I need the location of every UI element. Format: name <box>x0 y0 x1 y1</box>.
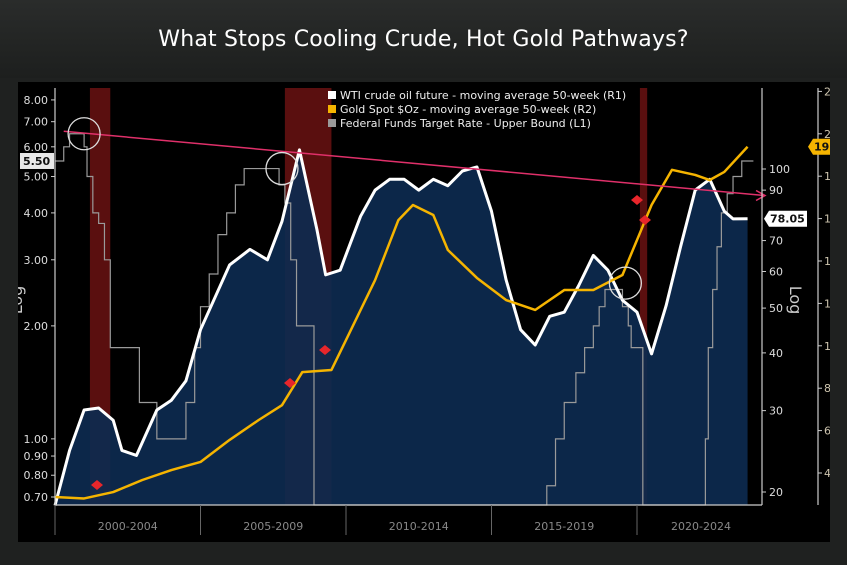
legend-label: WTI crude oil future - moving average 50… <box>340 89 626 102</box>
r1-tick-label: 50 <box>769 302 783 315</box>
r1-tick-label: 90 <box>769 184 783 197</box>
left-tick-label: 2.00 <box>24 320 49 333</box>
fed-last-badge-bg <box>20 152 54 169</box>
gold-line <box>54 145 749 500</box>
x-tick-label: 2000-2004 <box>98 520 158 533</box>
highlight-circle <box>67 117 101 151</box>
r2-tick-label: 1800 <box>824 170 830 183</box>
left-tick-label: 0.80 <box>24 469 49 482</box>
r1-tick-label: 60 <box>769 266 783 279</box>
chart-panel: 0.70 0.80 0.90 1.00 2.00 3.00 4.00 5.00 6.00 7.00… <box>7 82 847 542</box>
event-marker-icon <box>631 195 643 205</box>
gold-last-badge: 1939 <box>814 141 830 154</box>
recession-band <box>639 88 648 505</box>
event-marker-icon <box>284 378 296 388</box>
right-axis-label: Log <box>786 286 805 315</box>
r2-tick-label: 400 <box>824 467 830 480</box>
r2-tick-label: 1200 <box>824 297 830 310</box>
x-tick-label: 2015-2019 <box>534 520 594 533</box>
highlight-circle <box>265 151 299 186</box>
left-tick-label: 8.00 <box>24 94 49 107</box>
r2-tick-label: 800 <box>824 382 830 395</box>
recession-band <box>89 88 111 505</box>
r2-tick-label: 1600 <box>824 213 830 226</box>
left-tick-label: 3.00 <box>24 254 49 267</box>
wti-last-badge: 78.05 <box>770 213 805 226</box>
chart-svg: 0.70 0.80 0.90 1.00 2.00 3.00 4.00 5.00 6.00 7.00… <box>7 85 847 535</box>
chart-title: What Stops Cooling Crude, Hot Gold Pathw… <box>158 26 689 52</box>
trend-line <box>63 130 766 197</box>
legend-label: Federal Funds Target Rate - Upper Bound … <box>340 117 591 130</box>
left-tick-label: 0.90 <box>24 450 49 463</box>
event-marker-icon <box>639 215 651 225</box>
left-tick-label: 5.00 <box>24 171 49 184</box>
r1-tick-label: 70 <box>769 235 783 248</box>
x-tick-label: 2010-2014 <box>389 520 449 533</box>
r2-tick-label: 600 <box>824 425 830 438</box>
r2-tick-label: 1000 <box>824 340 830 353</box>
x-tick-label: 2005-2009 <box>243 520 303 533</box>
r1-tick-label: 30 <box>769 405 783 418</box>
trend-arrow-icon <box>755 189 767 202</box>
wti-line <box>53 148 748 506</box>
left-tick-label: 4.00 <box>24 207 49 220</box>
fed-last-badge: 5.50 <box>23 155 50 168</box>
event-marker-icon <box>91 480 103 490</box>
left-tick-label: 6.00 <box>24 141 49 154</box>
r2-tick-label: 1400 <box>824 255 830 268</box>
fed-funds-line <box>55 133 754 506</box>
left-tick-label: 1.00 <box>24 433 49 446</box>
left-axis-label: Log <box>18 286 26 315</box>
legend-swatch <box>328 91 336 99</box>
left-tick-label: 0.70 <box>24 491 49 504</box>
legend-label: Gold Spot $Oz - moving average 50-week (… <box>340 103 596 116</box>
left-tick-label: 7.00 <box>24 116 49 129</box>
r1-tick-label: 20 <box>769 486 783 499</box>
wti-area <box>55 149 748 506</box>
title-bar: What Stops Cooling Crude, Hot Gold Pathw… <box>0 0 847 78</box>
x-tick-label: 2020-2024 <box>671 520 731 533</box>
legend-swatch <box>328 119 336 127</box>
event-marker-icon <box>319 345 331 355</box>
highlight-circle <box>608 266 643 300</box>
r1-tick-label: 40 <box>769 347 783 360</box>
legend-swatch <box>328 105 336 113</box>
r1-tick-label: 100 <box>769 163 790 176</box>
wti-last-badge-bg <box>764 210 807 227</box>
